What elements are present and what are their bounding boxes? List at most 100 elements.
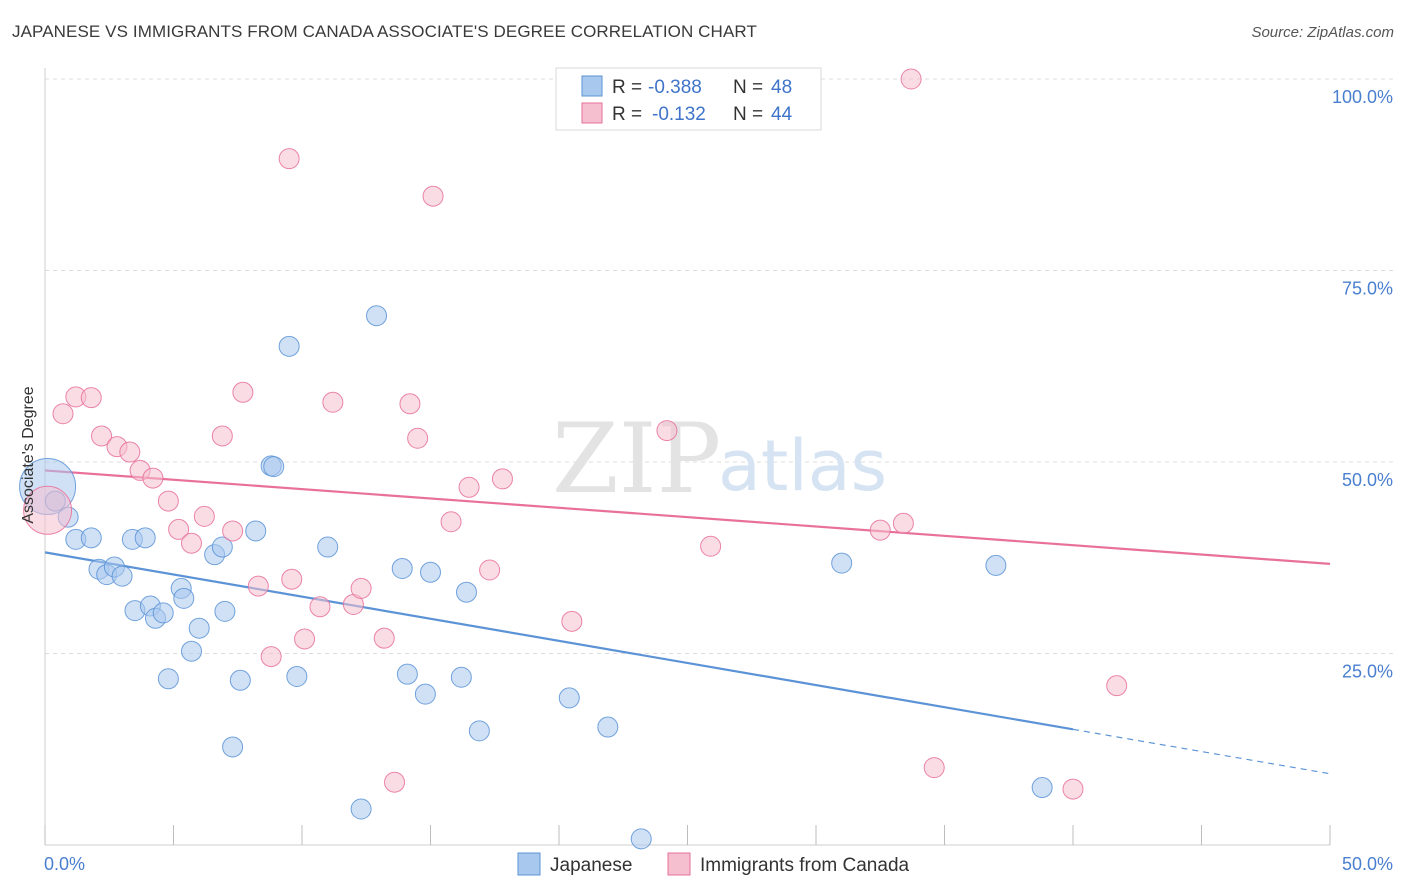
point-canada [180,532,202,554]
point-japanese [350,798,372,820]
chart-title: JAPANESE VS IMMIGRANTS FROM CANADA ASSOC… [12,22,757,41]
point-japanese [317,536,339,558]
point-canada [900,68,922,90]
point-canada [294,628,316,650]
point-canada [892,512,914,534]
point-canada [491,468,513,490]
point-canada [1062,778,1084,800]
point-japanese [180,640,202,662]
point-canada [322,391,344,413]
point-japanese [455,581,477,603]
point-japanese [111,565,133,587]
point-japanese [173,587,195,609]
point-canada [1106,675,1128,697]
point-japanese [597,716,619,738]
point-canada [23,485,73,535]
point-japanese [229,669,251,691]
series-label-canada: Immigrants from Canada [700,855,910,876]
point-japanese [366,305,388,327]
watermark-atlas: atlas [718,425,887,507]
point-canada [458,476,480,498]
y-axis-label: Associate's Degree [20,386,37,523]
stats-legend: R = -0.388 N = 48 R = -0.132 N = 44 [555,67,822,131]
trend-extension-japanese [1072,728,1331,775]
axes [44,68,1331,846]
series-swatch-canada [667,852,691,876]
point-japanese [831,552,853,574]
x-tick-labels: 0.0% 50.0% [44,854,1393,874]
point-japanese [263,456,285,478]
source-label: Source: ZipAtlas.com [1251,24,1394,41]
point-canada [869,519,891,541]
point-canada [142,467,164,489]
series-swatch-japanese [517,852,541,876]
point-japanese [278,335,300,357]
point-canada [309,596,331,618]
point-japanese [396,663,418,685]
trend-line-japanese [44,551,1074,731]
point-canada [373,627,395,649]
point-canada [168,518,190,540]
y-tick-label: 50.0% [1342,470,1393,490]
point-canada [281,568,303,590]
point-japanese [450,666,472,688]
point-japanese [286,665,308,687]
legend-swatch-japanese [581,75,603,97]
trend-line-canada [44,469,1331,565]
legend-swatch-canada [581,102,603,124]
point-japanese [80,527,102,549]
point-japanese [157,668,179,690]
point-canada [52,403,74,425]
point-japanese [245,520,267,542]
point-canada [407,427,429,449]
point-canada [260,646,282,668]
point-japanese [222,736,244,758]
point-japanese [134,527,156,549]
point-japanese [468,720,490,742]
point-japanese [630,828,652,850]
point-canada [157,490,179,512]
point-canada [247,575,269,597]
point-japanese [420,561,441,583]
point-japanese [1031,777,1053,799]
point-canada [350,577,372,599]
legend-n-value-2: 44 [771,104,793,125]
legend-r-value-2: -0.132 [652,104,706,125]
point-canada [700,535,722,557]
point-japanese [558,687,580,709]
point-japanese [414,683,436,705]
point-canada [278,148,300,170]
point-canada [656,420,678,442]
data-points [19,68,1128,850]
point-canada [119,441,141,463]
legend-r-label-2: R = [612,104,642,125]
gridlines [45,78,1395,654]
point-canada [193,505,215,527]
series-legend: Japanese Immigrants from Canada [517,852,910,876]
point-japanese [211,536,233,558]
point-canada [222,520,244,542]
y-tick-label: 25.0% [1342,662,1393,682]
watermark: ZIP atlas [552,403,887,515]
series-label-japanese: Japanese [550,855,632,876]
y-tick-label: 100.0% [1332,87,1393,107]
point-japanese [391,557,413,579]
point-canada [80,387,102,409]
point-canada [923,757,945,779]
point-japanese [985,554,1007,576]
y-tick-label: 75.0% [1342,279,1393,299]
point-canada [399,393,421,415]
x-tick-label: 0.0% [44,854,85,874]
y-tick-labels: 25.0% 50.0% 75.0% 100.0% [1332,87,1393,682]
point-japanese [188,617,210,639]
point-canada [91,425,113,447]
point-canada [384,771,406,793]
point-canada [422,185,444,207]
point-japanese [152,602,174,624]
legend-r-label-1: R = [612,77,642,98]
point-canada [561,610,583,632]
legend-n-label-1: N = [733,77,763,98]
point-canada [211,425,233,447]
point-canada [479,559,501,581]
